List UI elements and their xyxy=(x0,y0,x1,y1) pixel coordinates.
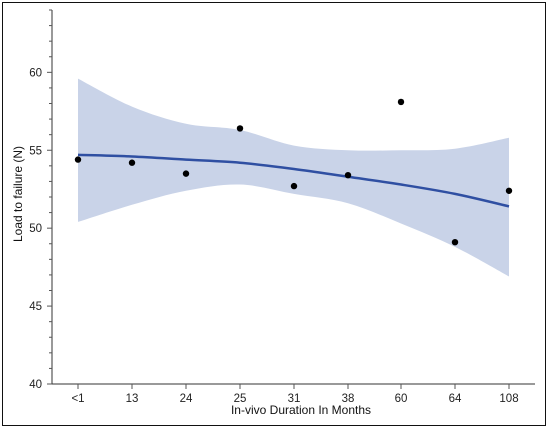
x-tick-label: 108 xyxy=(499,393,518,405)
y-tick-label: 40 xyxy=(29,379,42,391)
confidence-band-layer xyxy=(78,78,509,277)
axes-layer: 40 45 50 55 60 <1 13 24 25 31 38 60 64 108 xyxy=(29,9,535,405)
x-tick-label: 25 xyxy=(234,393,247,405)
x-tick-label: 31 xyxy=(288,393,301,405)
data-point xyxy=(451,238,459,246)
x-axis-title: In-vivo Duration In Months xyxy=(231,403,371,417)
data-point xyxy=(505,187,513,194)
data-point xyxy=(290,182,298,190)
x-tick-label: 38 xyxy=(342,393,355,405)
x-tick-label: 24 xyxy=(180,393,193,405)
x-tick-label: <1 xyxy=(71,393,84,405)
y-axis-title: Load to failure (N) xyxy=(11,146,25,242)
data-points-layer xyxy=(74,98,513,246)
y-tick-label: 45 xyxy=(29,301,42,313)
confidence-band xyxy=(78,78,509,277)
data-point xyxy=(397,98,405,106)
data-point xyxy=(236,125,244,132)
data-point xyxy=(344,171,352,179)
x-tick-label: 13 xyxy=(126,393,139,405)
y-tick-label: 55 xyxy=(29,145,42,157)
fit-line-layer xyxy=(77,153,510,208)
x-tick-label: 60 xyxy=(395,393,408,405)
x-tick-label: 64 xyxy=(449,393,462,405)
data-point xyxy=(74,156,82,163)
fit-line xyxy=(77,153,510,208)
y-tick-label: 50 xyxy=(29,223,42,235)
y-tick-label: 60 xyxy=(29,67,42,79)
data-point xyxy=(182,170,190,177)
data-point xyxy=(128,159,136,166)
